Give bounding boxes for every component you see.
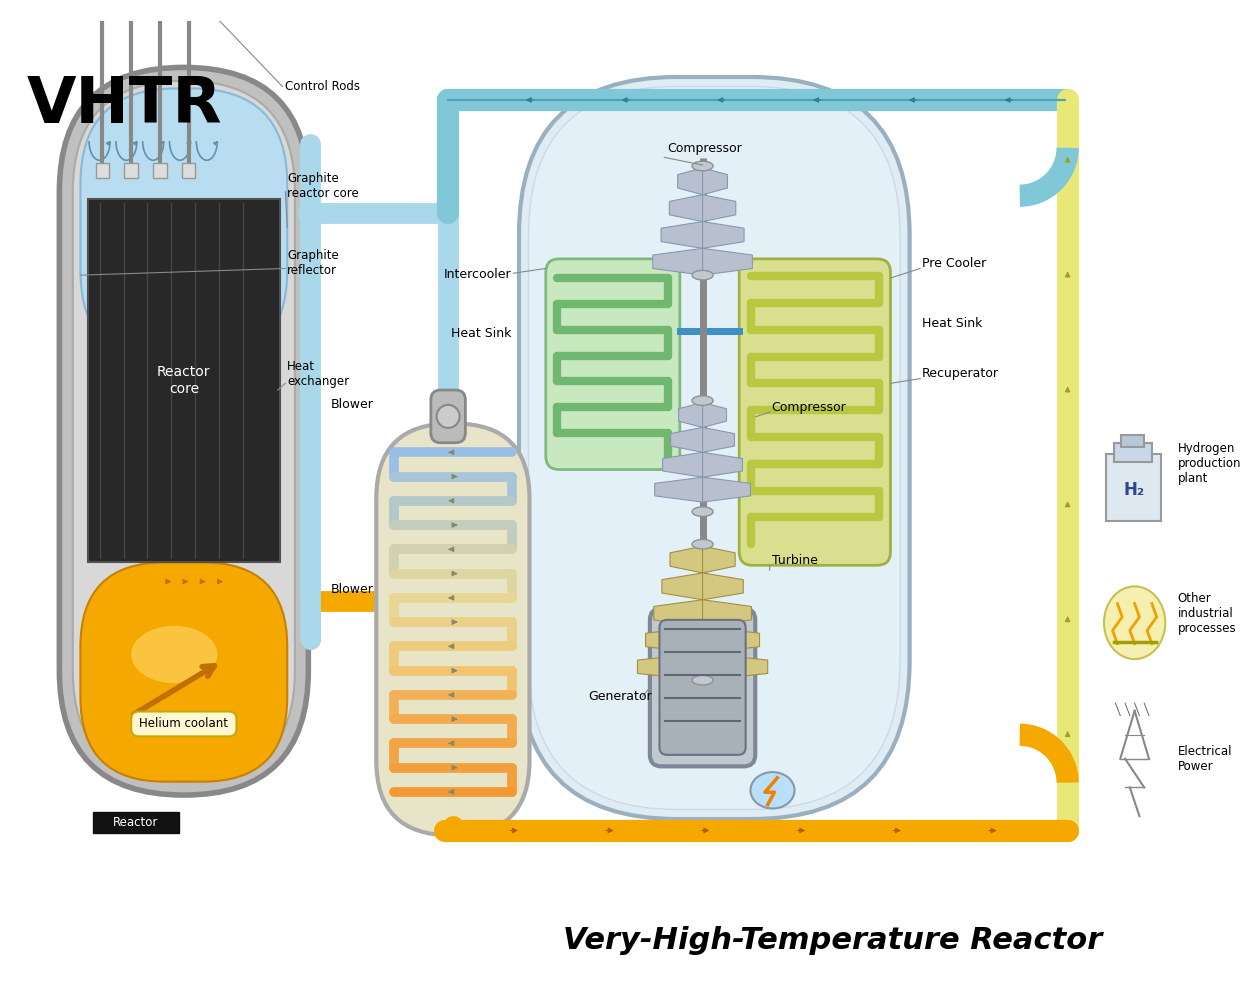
FancyBboxPatch shape: [650, 609, 755, 766]
Ellipse shape: [1104, 587, 1166, 659]
Polygon shape: [703, 653, 768, 680]
Polygon shape: [646, 627, 703, 653]
Polygon shape: [703, 427, 734, 453]
FancyBboxPatch shape: [60, 68, 309, 795]
Ellipse shape: [692, 396, 713, 405]
Polygon shape: [655, 477, 703, 502]
Polygon shape: [678, 402, 703, 427]
Polygon shape: [703, 600, 751, 627]
Text: Very-High-Temperature Reactor: Very-High-Temperature Reactor: [563, 926, 1102, 955]
Text: Graphite
reflector: Graphite reflector: [288, 249, 339, 277]
Text: Heat Sink: Heat Sink: [923, 318, 982, 331]
FancyBboxPatch shape: [546, 259, 680, 470]
Polygon shape: [637, 653, 703, 680]
Text: Blower: Blower: [331, 398, 373, 411]
FancyBboxPatch shape: [376, 423, 529, 836]
Text: Helium coolant: Helium coolant: [139, 718, 228, 731]
Text: Heat
exchanger: Heat exchanger: [288, 360, 350, 388]
Text: Heat Sink: Heat Sink: [451, 327, 511, 340]
Text: Electrical
Power: Electrical Power: [1178, 745, 1233, 773]
Polygon shape: [703, 222, 744, 248]
Polygon shape: [661, 222, 703, 248]
Polygon shape: [703, 477, 750, 502]
Text: Pre Cooler: Pre Cooler: [923, 257, 986, 270]
Text: Hydrogen
production
plant: Hydrogen production plant: [1178, 443, 1240, 485]
Text: H₂: H₂: [1123, 481, 1145, 499]
FancyBboxPatch shape: [81, 562, 288, 781]
Bar: [88, 199, 279, 562]
Text: Compressor: Compressor: [771, 401, 847, 414]
Polygon shape: [662, 573, 703, 600]
Polygon shape: [670, 546, 703, 573]
Polygon shape: [670, 195, 703, 222]
FancyBboxPatch shape: [528, 87, 900, 809]
Polygon shape: [703, 168, 728, 195]
Bar: [124, 163, 138, 178]
Text: Generator: Generator: [589, 690, 652, 704]
Ellipse shape: [750, 772, 795, 808]
FancyBboxPatch shape: [739, 259, 890, 565]
Polygon shape: [703, 627, 760, 653]
Text: Recuperator: Recuperator: [923, 367, 999, 380]
Polygon shape: [652, 248, 703, 275]
Bar: [1114, 443, 1152, 462]
Circle shape: [436, 405, 460, 427]
FancyBboxPatch shape: [520, 77, 910, 820]
Text: Graphite
reactor core: Graphite reactor core: [288, 172, 360, 201]
Ellipse shape: [692, 507, 713, 516]
Text: Turbine: Turbine: [771, 554, 817, 566]
Ellipse shape: [692, 539, 713, 549]
FancyBboxPatch shape: [73, 81, 295, 781]
Text: Reactor
core: Reactor core: [157, 365, 211, 395]
Bar: [98, 0, 109, 4]
Polygon shape: [703, 453, 743, 477]
Text: Blower: Blower: [331, 583, 373, 596]
FancyBboxPatch shape: [81, 89, 288, 366]
Bar: [1121, 435, 1145, 447]
Ellipse shape: [131, 626, 217, 683]
Polygon shape: [671, 427, 703, 453]
FancyBboxPatch shape: [131, 712, 237, 737]
Bar: [95, 163, 109, 178]
FancyBboxPatch shape: [660, 620, 745, 755]
Polygon shape: [703, 248, 753, 275]
Bar: [182, 163, 196, 178]
Polygon shape: [703, 573, 743, 600]
Bar: [1106, 455, 1162, 521]
Bar: [184, 0, 196, 4]
Text: Intercooler: Intercooler: [444, 268, 511, 281]
Bar: [93, 812, 179, 834]
Bar: [155, 0, 166, 4]
Ellipse shape: [692, 675, 713, 685]
Polygon shape: [653, 600, 703, 627]
Text: VHTR: VHTR: [27, 74, 222, 136]
Polygon shape: [678, 168, 703, 195]
Bar: [154, 163, 166, 178]
Polygon shape: [703, 402, 727, 427]
Text: Reactor: Reactor: [113, 816, 159, 830]
Polygon shape: [703, 546, 735, 573]
Bar: [126, 0, 138, 4]
Polygon shape: [662, 453, 703, 477]
Ellipse shape: [692, 270, 713, 280]
Ellipse shape: [692, 161, 713, 170]
Polygon shape: [703, 195, 735, 222]
Text: Control Rods: Control Rods: [285, 80, 361, 93]
Text: Compressor: Compressor: [667, 142, 742, 155]
Text: Other
industrial
processes: Other industrial processes: [1178, 592, 1236, 635]
FancyBboxPatch shape: [430, 390, 465, 443]
